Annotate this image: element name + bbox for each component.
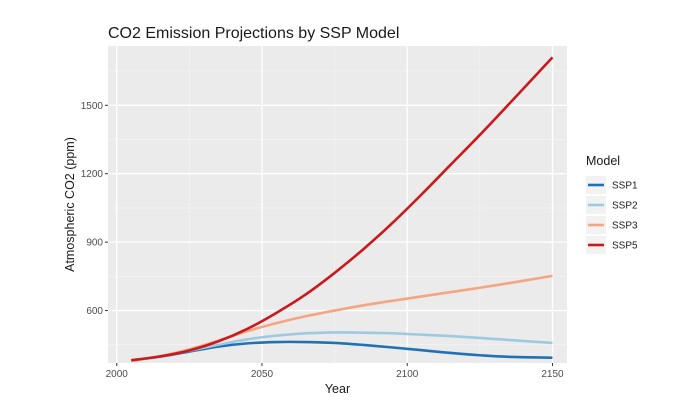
legend-label-ssp3: SSP3 bbox=[612, 221, 638, 232]
y-tick-label: 1500 bbox=[81, 101, 104, 112]
plot-panel bbox=[108, 46, 567, 363]
series-line-ssp5 bbox=[131, 56, 554, 362]
legend-label-ssp5: SSP5 bbox=[612, 241, 638, 252]
y-tick-label: 1200 bbox=[81, 169, 104, 180]
y-tick-label: 900 bbox=[86, 238, 103, 249]
axes: 2000 2050 2100 2150 600 900 1200 1500 bbox=[81, 101, 564, 380]
x-tick-label: 2000 bbox=[106, 369, 129, 380]
legend-label-ssp2: SSP2 bbox=[612, 201, 638, 212]
legend: Model SSP1 SSP2 SSP3 SSP5 bbox=[586, 154, 638, 254]
chart-title: CO2 Emission Projections by SSP Model bbox=[108, 25, 399, 42]
x-tick-label: 2150 bbox=[541, 369, 564, 380]
series-layer bbox=[131, 56, 554, 363]
x-tick-label: 2100 bbox=[396, 369, 419, 380]
x-tick-label: 2050 bbox=[251, 369, 274, 380]
legend-title: Model bbox=[586, 154, 620, 168]
x-axis-title: Year bbox=[325, 382, 350, 396]
legend-label-ssp1: SSP1 bbox=[612, 181, 638, 192]
y-axis-title: Atmospheric CO2 (ppm) bbox=[63, 137, 77, 272]
y-tick-label: 600 bbox=[86, 306, 103, 317]
